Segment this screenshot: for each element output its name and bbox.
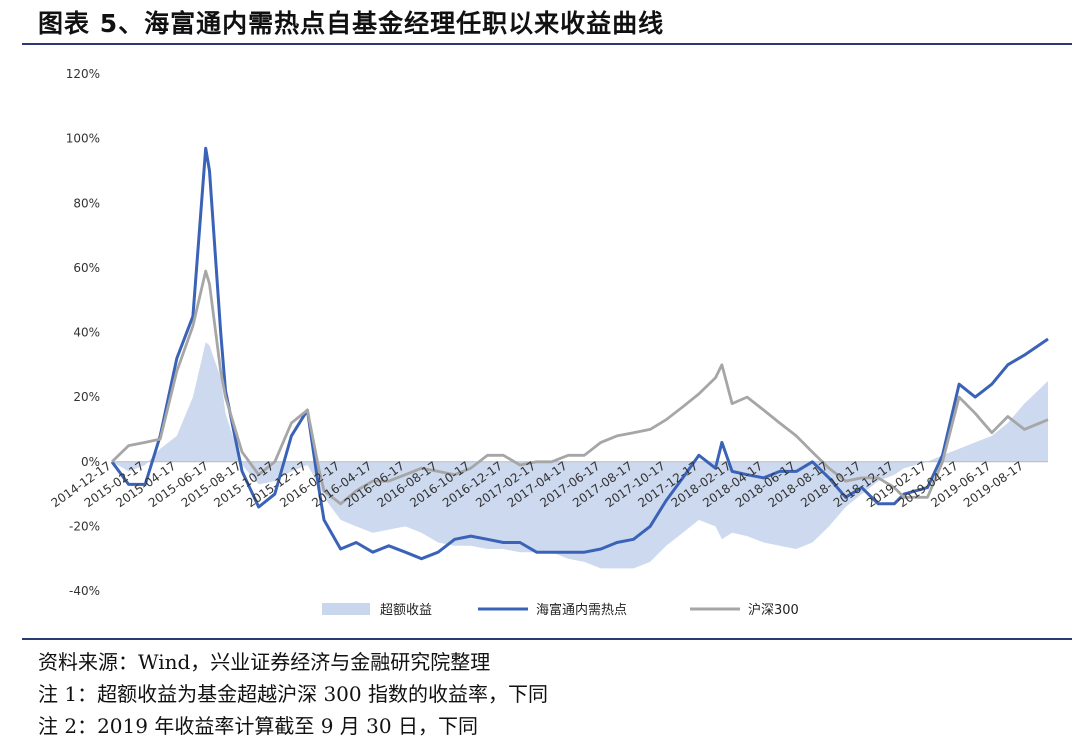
title-rule bbox=[22, 43, 1072, 45]
legend-label: 沪深300 bbox=[748, 602, 799, 618]
series-area-excess-return bbox=[112, 342, 1048, 569]
notes: 资料来源：Wind，兴业证券经济与金融研究院整理 注 1：超额收益为基金超越沪深… bbox=[38, 646, 548, 742]
notes-rule bbox=[22, 638, 1072, 640]
note-1: 注 1：超额收益为基金超越沪深 300 指数的收益率，下同 bbox=[38, 682, 548, 706]
series-line-fund bbox=[110, 146, 1049, 561]
y-tick-label: -40% bbox=[69, 584, 100, 598]
y-tick-label: 120% bbox=[66, 67, 100, 81]
note-2: 注 2：2019 年收益率计算截至 9 月 30 日，下同 bbox=[38, 714, 478, 738]
return-curve-chart: 120%100%80%60%40%20%0%-20%-40% 2014-12-1… bbox=[49, 67, 1049, 618]
source-note: 资料来源：Wind，兴业证券经济与金融研究院整理 bbox=[38, 650, 491, 674]
y-tick-label: 80% bbox=[73, 196, 100, 210]
legend-swatch-excess-return bbox=[322, 603, 370, 615]
y-axis: 120% 100% 80% 60% 40% 20% 0% -20% -40% bbox=[66, 67, 100, 598]
legend-label: 海富通内需热点 bbox=[536, 602, 627, 618]
y-tick-label: 40% bbox=[73, 326, 100, 340]
y-tick-label: 60% bbox=[73, 261, 100, 275]
series-line-csi300 bbox=[111, 269, 1049, 506]
legend: 超额收益 海富通内需热点 沪深300 bbox=[322, 602, 799, 618]
y-tick-label: -20% bbox=[69, 519, 100, 533]
figure-title: 图表 5、海富通内需热点自基金经理任职以来收益曲线 bbox=[38, 9, 665, 38]
plot-area bbox=[110, 146, 1049, 569]
y-tick-label: 100% bbox=[66, 132, 100, 146]
y-tick-label: 20% bbox=[73, 390, 100, 404]
legend-label: 超额收益 bbox=[380, 603, 432, 618]
y-tick-label: 0% bbox=[81, 455, 100, 469]
